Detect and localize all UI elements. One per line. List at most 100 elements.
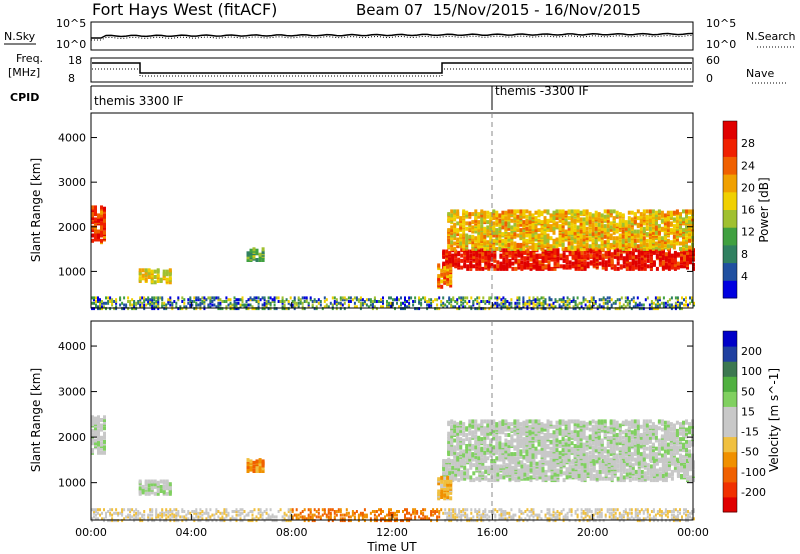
- echo-cell: [602, 305, 605, 309]
- echo-cell: [520, 260, 524, 265]
- echo-cell: [261, 459, 265, 464]
- echo-cell: [369, 298, 372, 302]
- echo-cell: [462, 449, 466, 454]
- echo-cell: [453, 448, 457, 453]
- echo-cell: [246, 469, 250, 473]
- echo-cell: [591, 433, 595, 437]
- echo-cell: [649, 464, 653, 469]
- echo-cell: [625, 253, 629, 258]
- colorbar-tick-label: 12: [741, 226, 755, 239]
- echo-cell: [471, 240, 475, 245]
- echo-cell: [514, 472, 518, 477]
- echo-cell: [544, 298, 547, 302]
- echo-cell: [535, 253, 539, 258]
- echo-cell: [516, 452, 520, 457]
- echo-cell: [258, 252, 262, 257]
- echo-cell: [504, 419, 508, 424]
- echo-cell: [552, 424, 556, 429]
- echo-cell: [504, 240, 508, 245]
- echo-cell: [447, 212, 451, 217]
- echo-cell: [576, 232, 580, 237]
- echo-cell: [588, 229, 592, 234]
- echo-cell: [486, 225, 490, 230]
- echo-cell: [591, 424, 595, 429]
- echo-cell: [225, 296, 228, 300]
- echo-cell: [619, 264, 623, 269]
- echo-cell: [442, 305, 445, 309]
- echo-cell: [543, 225, 547, 230]
- echo-cell: [449, 266, 453, 271]
- echo-cell: [664, 478, 668, 483]
- echo-cell: [153, 491, 157, 496]
- echo-cell: [211, 303, 214, 307]
- echo-cell: [495, 210, 499, 215]
- echo-cell: [534, 419, 538, 424]
- echo-cell: [495, 230, 499, 235]
- echo-cell: [580, 478, 584, 483]
- echo-cell: [584, 298, 587, 302]
- echo-cell: [534, 423, 538, 428]
- echo-cell: [495, 236, 499, 241]
- echo-cell: [561, 218, 565, 223]
- echo-cell: [446, 274, 450, 279]
- echo-cell: [624, 296, 627, 300]
- echo-cell: [518, 307, 521, 311]
- echo-cell: [658, 249, 662, 254]
- echo-cell: [645, 209, 649, 214]
- echo-cell: [558, 238, 562, 243]
- echo-cell: [123, 303, 126, 307]
- freq-line: [92, 62, 692, 74]
- echo-cell: [486, 444, 490, 448]
- echo-cell: [341, 296, 344, 300]
- echo-cell: [648, 217, 652, 222]
- echo-cell: [576, 236, 580, 241]
- power-colorbar-label: Power [dB]: [757, 177, 771, 242]
- echo-cell: [523, 463, 527, 468]
- echo-cell: [618, 301, 621, 305]
- echo-cell: [576, 228, 580, 233]
- echo-cell: [528, 442, 532, 447]
- echo-cell: [168, 268, 172, 273]
- echo-cell: [484, 475, 488, 480]
- echo-cell: [646, 258, 650, 263]
- echo-cell: [604, 476, 608, 481]
- echo-cell: [540, 446, 544, 451]
- echo-cell: [568, 474, 572, 478]
- echo-cell: [125, 303, 128, 307]
- echo-cell: [241, 300, 244, 303]
- echo-cell: [534, 225, 538, 230]
- echo-cell: [532, 301, 535, 305]
- echo-cell: [510, 245, 514, 250]
- echo-cell: [548, 296, 551, 300]
- echo-cell: [666, 220, 670, 225]
- echo-cell: [141, 273, 145, 278]
- echo-cell: [203, 307, 206, 311]
- echo-cell: [631, 265, 635, 270]
- echo-cell: [207, 303, 210, 307]
- echo-cell: [658, 305, 661, 309]
- echo-cell: [486, 300, 489, 303]
- echo-cell: [478, 258, 482, 263]
- echo-cell: [597, 217, 601, 222]
- echo-cell: [508, 250, 512, 255]
- echo-cell: [618, 241, 622, 246]
- echo-cell: [257, 307, 260, 311]
- echo-cell: [530, 300, 533, 303]
- echo-cell: [426, 300, 429, 303]
- echo-cell: [602, 301, 605, 305]
- echo-cell: [576, 296, 579, 300]
- echo-cell: [520, 460, 524, 465]
- echo-cell: [667, 261, 671, 266]
- echo-cell: [476, 300, 479, 303]
- echo-cell: [571, 264, 575, 269]
- echo-cell: [618, 224, 622, 229]
- echo-cell: [526, 300, 529, 303]
- colorbar-swatch: [723, 191, 737, 210]
- echo-cell: [555, 237, 559, 242]
- echo-cell: [514, 266, 518, 271]
- echo-cell: [585, 209, 589, 214]
- echo-cell: [523, 256, 527, 261]
- echo-cell: [683, 254, 686, 259]
- echo-cell: [585, 226, 589, 231]
- echo-cell: [464, 300, 467, 303]
